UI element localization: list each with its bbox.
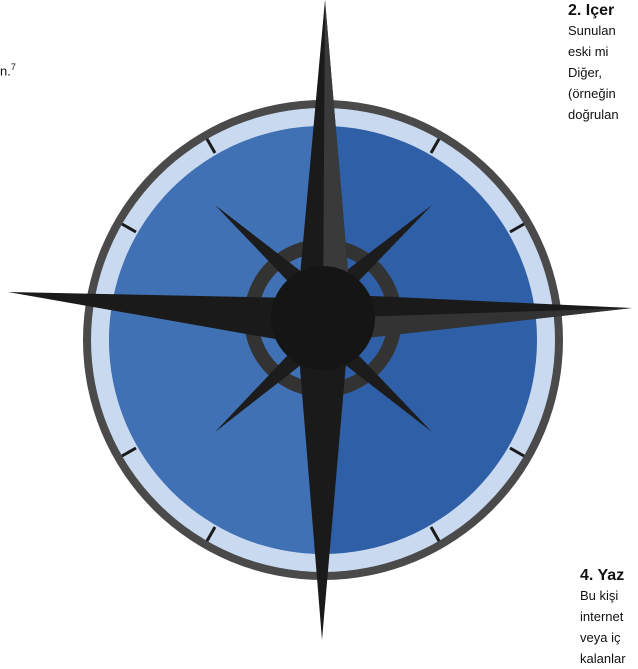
text-line: kalanlar (580, 648, 626, 669)
compass-illustration (0, 0, 638, 644)
page: {"left_fragment": {"text": "n.", "footno… (0, 0, 638, 644)
